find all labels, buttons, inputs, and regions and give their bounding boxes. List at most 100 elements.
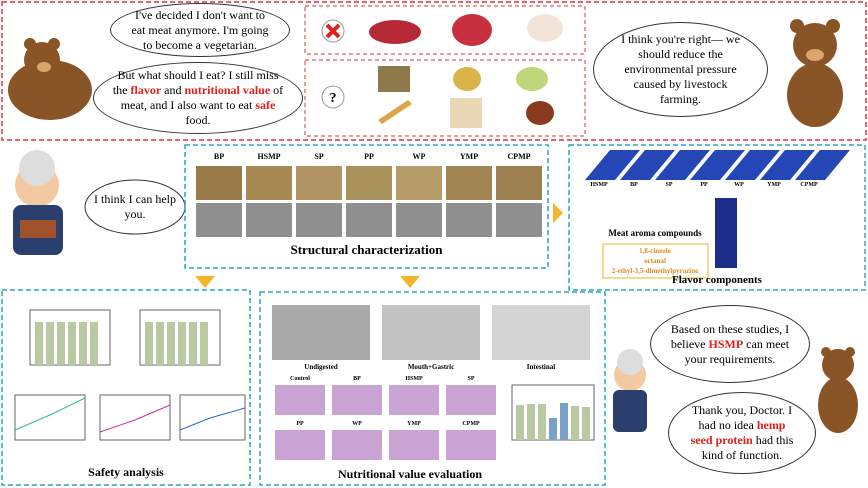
tissue-label: WP xyxy=(352,421,362,427)
gel-label: Mouth+Gastric xyxy=(407,363,455,371)
nutrition-frame xyxy=(259,291,606,486)
text: Based on these studies, I believe xyxy=(670,321,790,351)
bear-right xyxy=(787,19,843,127)
sem-image xyxy=(496,203,542,237)
gels xyxy=(272,305,590,360)
question-mark: ? xyxy=(330,91,337,106)
cross xyxy=(325,23,341,39)
flavor-frame xyxy=(568,144,866,291)
tissue-label: SP xyxy=(467,376,475,382)
gel-label: Intestinal xyxy=(526,363,556,371)
structural-frame xyxy=(184,144,549,269)
bubble-frame xyxy=(84,179,186,235)
sample-label: WP xyxy=(412,152,426,161)
compound: octanal xyxy=(644,257,666,265)
panel-title: Structural characterization xyxy=(290,242,443,257)
flour xyxy=(450,98,482,128)
highlight: safe xyxy=(255,98,276,112)
tissue-label: HSMP xyxy=(405,376,423,382)
arrow xyxy=(553,203,563,223)
safety-frame xyxy=(1,289,251,486)
sample-label: YMP xyxy=(767,182,781,188)
bubble-text: But what should I eat? I still miss the … xyxy=(112,68,284,128)
sample-label: SP xyxy=(314,152,324,161)
tissue-label: YMP xyxy=(407,421,421,427)
meat-box xyxy=(304,5,586,55)
flavor-plots xyxy=(585,150,850,279)
meat xyxy=(369,20,421,44)
speech-bubble: But what should I eat? I still miss the … xyxy=(93,62,303,134)
digestibility-chart xyxy=(511,384,595,441)
tissue-label: Control xyxy=(290,376,310,382)
text: of meat, and I also want to eat xyxy=(120,83,284,112)
sample-label: HSMP xyxy=(590,182,608,188)
panel-title: Safety analysis xyxy=(88,465,164,479)
seeds xyxy=(378,66,410,92)
sample-label: WP xyxy=(734,182,744,188)
bubble-text: Thank you, Doctor. I had no idea hemp se… xyxy=(687,403,797,463)
bear-left xyxy=(8,38,92,120)
panel-title: Flavor components xyxy=(672,274,762,286)
sample-label: PP xyxy=(364,152,374,161)
compound: 1,8-cineole xyxy=(639,247,671,255)
tissue-label: BP xyxy=(353,376,361,382)
sample-label: CPMP xyxy=(800,182,818,188)
text: food. xyxy=(185,113,211,127)
highlight: HSMP xyxy=(708,336,744,351)
text: Thank you, Doctor. I had no idea xyxy=(691,403,793,432)
sample-photo xyxy=(396,166,442,200)
plant-box xyxy=(304,59,586,137)
doctor-left xyxy=(13,150,63,255)
speech-bubble: I've decided I don't want to eat meat an… xyxy=(110,3,290,57)
sample-label: YMP xyxy=(459,152,479,161)
sample-photo xyxy=(196,166,242,200)
sample-photo xyxy=(246,166,292,200)
compound: 2-ethyl-3,5-dimethylpyrazine xyxy=(611,267,699,275)
sample-photo xyxy=(446,166,492,200)
arrow xyxy=(400,276,420,288)
safety-plots xyxy=(14,309,246,441)
sem-image xyxy=(196,203,242,237)
doctor-right xyxy=(613,349,647,432)
chicken xyxy=(527,14,563,42)
speech-bubble: Thank you, Doctor. I had no idea hemp se… xyxy=(668,392,816,474)
bubble-text: Based on these studies, I believe HSMP c… xyxy=(669,322,791,367)
text: But what should I eat? I still miss the xyxy=(112,68,279,97)
sem-image xyxy=(396,203,442,237)
dates xyxy=(526,101,554,125)
arrow xyxy=(195,276,215,288)
gel-label: Undigested xyxy=(304,363,338,371)
sem-image xyxy=(246,203,292,237)
speech-bubble: Based on these studies, I believe HSMP c… xyxy=(650,305,810,383)
sample-label: SP xyxy=(665,182,673,188)
wheat xyxy=(378,100,412,124)
sample-photo xyxy=(296,166,342,200)
sample-label: HSMP xyxy=(257,152,281,161)
sample-label: BP xyxy=(630,182,638,188)
speech-bubble: I think you're right— we should reduce t… xyxy=(593,22,768,117)
histology xyxy=(275,385,496,460)
text: can meet your requirements. xyxy=(684,336,790,366)
tissue-label: PP xyxy=(296,421,304,427)
sample-photo xyxy=(496,166,542,200)
compounds-title: Meat aroma compounds xyxy=(608,228,702,238)
top-frame xyxy=(1,1,867,141)
sample-photo xyxy=(346,166,392,200)
sample-label: CPMP xyxy=(507,152,531,161)
sem-image xyxy=(296,203,342,237)
text: had this kind of function. xyxy=(701,433,794,462)
sample-label: PP xyxy=(700,182,708,188)
potatoes xyxy=(453,67,481,91)
panel-title: Nutritional value evaluation xyxy=(337,467,482,481)
sample-label: BP xyxy=(213,152,225,161)
meat xyxy=(452,14,492,46)
bear-bottom xyxy=(818,347,858,433)
sem-image xyxy=(346,203,392,237)
sem-image xyxy=(446,203,492,237)
highlight: hemp seed protein xyxy=(690,418,786,447)
beans xyxy=(516,67,548,91)
highlight: nutritional value xyxy=(184,83,271,97)
tissue-label: CPMP xyxy=(462,421,480,427)
